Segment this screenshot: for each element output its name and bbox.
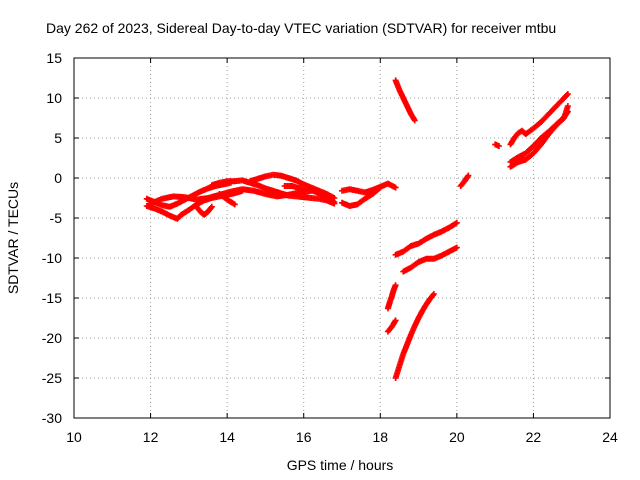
y-tick-label: -25: [42, 370, 62, 386]
y-tick-label: -5: [50, 210, 63, 226]
series-arc-16: [392, 291, 437, 381]
series-arc-4: [193, 203, 215, 218]
x-tick-label: 14: [219, 429, 235, 445]
plot-frame: [73, 57, 611, 419]
data-point: [392, 184, 399, 191]
y-tick-label: -30: [42, 410, 62, 426]
data-point: [231, 201, 238, 208]
grid-lines: [74, 58, 610, 418]
y-tick-label: 15: [46, 50, 62, 66]
data-point: [564, 91, 571, 97]
x-tick-label: 10: [66, 429, 82, 445]
series-arc-12: [392, 219, 460, 258]
data-point: [430, 291, 437, 297]
data-point: [563, 92, 570, 98]
x-tick-label: 12: [143, 429, 159, 445]
data-point: [392, 282, 399, 289]
series-arc-15: [384, 317, 399, 335]
data-point: [208, 203, 215, 210]
data-point: [465, 172, 472, 179]
data-point: [453, 219, 460, 226]
series-arc-8: [281, 183, 338, 205]
data-point: [453, 244, 460, 251]
y-tick-label: 0: [54, 170, 62, 186]
series-arc-21: [507, 103, 571, 170]
series-arc-17: [457, 172, 472, 189]
chart-title: Day 262 of 2023, Sidereal Day-to-day VTE…: [46, 20, 556, 36]
y-axis-label: SDTVAR / TECUs: [5, 182, 21, 294]
data-point: [392, 317, 399, 324]
series-arc-11: [392, 77, 418, 124]
y-tick-label: -15: [42, 290, 62, 306]
series-arc-19: [507, 91, 571, 148]
x-tick-label: 20: [449, 429, 465, 445]
data-points: [143, 77, 571, 381]
data-point: [564, 103, 571, 109]
series-arc-13: [400, 244, 460, 275]
y-tick-label: -20: [42, 330, 62, 346]
series-arc-18: [492, 141, 502, 149]
data-point: [331, 199, 338, 205]
y-tick-label: -10: [42, 250, 62, 266]
x-tick-label: 16: [296, 429, 312, 445]
series-arc-10: [339, 184, 384, 209]
y-tick-label: 10: [46, 90, 62, 106]
axis-tick-labels: 10 12 14 16 18 20 22 24 15 10 5 0 -5 -10 -15 -20 -25 -30: [42, 50, 618, 445]
x-tick-label: 18: [372, 429, 388, 445]
data-point: [411, 117, 418, 124]
series-arc-9: [339, 180, 399, 196]
y-tick-label: 5: [54, 130, 62, 146]
x-tick-label: 24: [602, 429, 618, 445]
series-arc-5: [216, 191, 238, 208]
data-point: [376, 185, 383, 192]
x-tick-label: 22: [526, 429, 542, 445]
axis-ticks: [73, 57, 611, 419]
x-axis-label: GPS time / hours: [287, 457, 394, 473]
data-point: [377, 184, 384, 191]
data-point: [495, 143, 502, 149]
series-arc-14: [384, 282, 399, 312]
